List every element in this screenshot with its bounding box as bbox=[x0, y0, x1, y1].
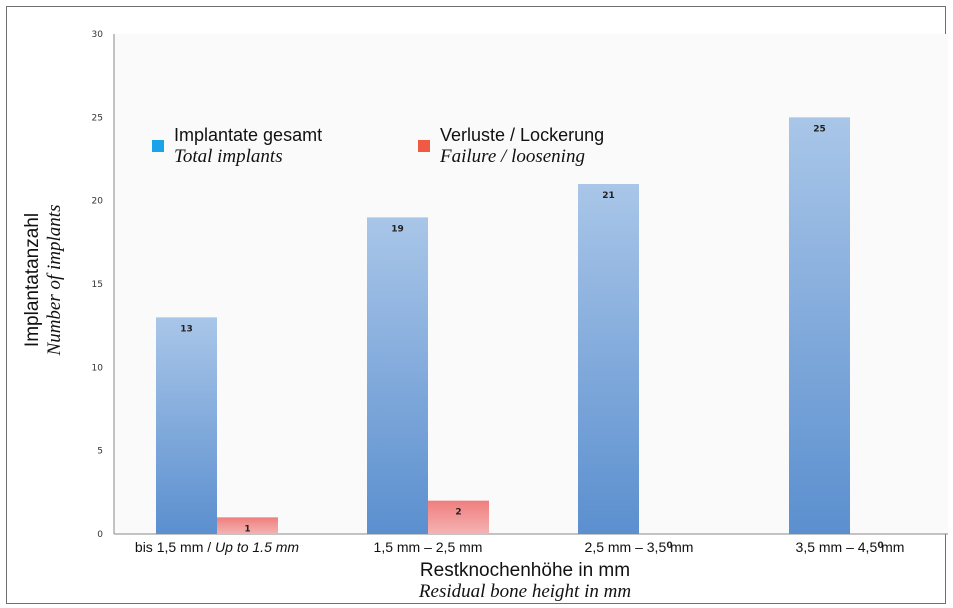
y-axis-title: Implantatanzahl Number of implants bbox=[22, 160, 72, 400]
y-tick-label: 5 bbox=[97, 447, 103, 457]
y-tick-label: 10 bbox=[92, 363, 104, 373]
value-label-failure: 1 bbox=[244, 524, 250, 534]
y-axis-title-de: Implantatanzahl bbox=[22, 212, 43, 348]
bars bbox=[156, 117, 850, 535]
y-tick-label: 0 bbox=[97, 530, 103, 540]
legend-label-total-de: Implantate gesamt bbox=[174, 125, 323, 145]
y-tick-labels: 0 5 10 15 20 25 30 bbox=[92, 30, 104, 540]
bar-failure bbox=[217, 517, 278, 534]
y-tick-label: 15 bbox=[92, 280, 103, 290]
x-tick-labels: bis 1,5 mm / Up to 1.5 mm 1,5 mm – 2,5 mm… bbox=[135, 539, 905, 555]
legend-label-total-en: Total implants bbox=[174, 146, 283, 167]
value-label-failure: 2 bbox=[455, 508, 461, 518]
legend-label-failure-de: Verluste / Lockerung bbox=[440, 125, 605, 145]
value-label-total: 13 bbox=[180, 324, 193, 334]
x-axis-title-en: Residual bone height in mm bbox=[418, 581, 632, 602]
x-tick-label: 3,5 mm – 4,5 mm bbox=[796, 539, 905, 555]
y-axis-title-en: Number of implants bbox=[44, 204, 65, 356]
bar-failure bbox=[428, 500, 489, 534]
bar-total bbox=[367, 217, 428, 535]
legend-label-failure-en: Failure / loosening bbox=[440, 146, 585, 167]
bar-total bbox=[578, 184, 639, 534]
y-tick-label: 30 bbox=[92, 30, 104, 40]
legend-swatch-failure bbox=[418, 140, 430, 152]
value-label-total: 19 bbox=[391, 224, 404, 234]
legend-swatch-total bbox=[152, 140, 164, 152]
legend-item-failure: Verluste / Lockerung Failure / loosening bbox=[418, 124, 604, 168]
x-tick-label: 1,5 mm – 2,5 mm bbox=[374, 539, 483, 555]
x-axis-title: Restknochenhöhe in mm Residual bone heig… bbox=[330, 560, 720, 602]
x-tick-label: 2,5 mm – 3,5 mm bbox=[585, 539, 694, 555]
y-tick-label: 25 bbox=[92, 113, 103, 123]
value-label-failure: 0 bbox=[877, 541, 883, 551]
value-labels: 13 19 21 25 1 2 0 0 bbox=[180, 124, 883, 551]
value-label-total: 21 bbox=[602, 191, 615, 201]
bar-total bbox=[156, 317, 217, 534]
value-label-total: 25 bbox=[813, 124, 826, 134]
x-tick-label: bis 1,5 mm / Up to 1.5 mm bbox=[135, 539, 300, 555]
y-tick-label: 20 bbox=[92, 197, 104, 207]
value-label-failure: 0 bbox=[666, 541, 672, 551]
x-axis-title-de: Restknochenhöhe in mm bbox=[419, 560, 631, 581]
bar-total bbox=[789, 117, 850, 534]
legend-item-total: Implantate gesamt Total implants bbox=[152, 124, 322, 168]
